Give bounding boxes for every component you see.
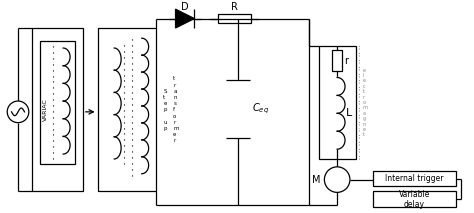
Bar <box>332 50 342 71</box>
Bar <box>98 28 156 191</box>
Circle shape <box>324 167 350 192</box>
Text: M: M <box>312 175 320 185</box>
Text: R: R <box>231 2 237 12</box>
Text: L: L <box>346 108 352 118</box>
Text: r: r <box>344 56 348 66</box>
Text: Variable
delay: Variable delay <box>399 190 430 209</box>
Text: VARIAC: VARIAC <box>43 99 48 121</box>
Text: e
l
e
c
t
r
o
m
a
g
n
e
t: e l e c t r o m a g n e t <box>363 68 367 137</box>
Bar <box>218 14 251 23</box>
Bar <box>373 171 456 187</box>
Text: Internal trigger: Internal trigger <box>385 174 444 183</box>
Text: $C_{eq}$: $C_{eq}$ <box>252 102 269 116</box>
Text: t
r
a
n
s
f
o
r
m
e
r: t r a n s f o r m e r <box>173 76 179 143</box>
Circle shape <box>7 101 29 123</box>
Bar <box>319 46 356 159</box>
Bar <box>373 191 456 207</box>
Text: D: D <box>181 2 189 12</box>
Bar <box>40 41 75 164</box>
Polygon shape <box>175 9 194 28</box>
Bar <box>32 28 83 191</box>
Text: S
t
e
p
 
u
p: S t e p u p <box>164 89 167 131</box>
